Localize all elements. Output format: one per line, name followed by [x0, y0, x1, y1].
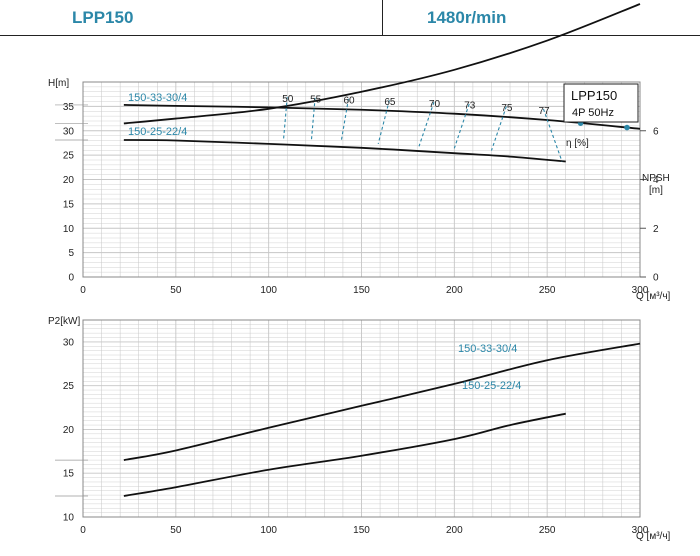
efficiency-label: 75: [501, 103, 513, 114]
header-speed-cell: 1480r/min: [382, 0, 700, 36]
efficiency-label: 50: [282, 94, 294, 105]
efficiency-label: 60: [344, 95, 356, 106]
power-x-tick-label: 0: [80, 525, 86, 536]
head-y-tick-label: 25: [63, 151, 75, 162]
head-y-tick-label: 0: [68, 273, 74, 284]
head-x-tick-label: 150: [353, 285, 370, 296]
power-curve-150-33-30/4: [123, 342, 641, 461]
head-x-axis-label: Q [м³/ч]: [636, 291, 671, 302]
header-speed: 1480r/min: [427, 8, 507, 27]
power-y-tick-label: 25: [63, 381, 75, 392]
npsh-tick-label: 6: [653, 126, 659, 137]
efficiency-line-77: [542, 108, 563, 162]
efficiency-line-60: [340, 98, 350, 143]
power-y-tick-label: 30: [63, 337, 75, 348]
head-y-tick-label: 5: [68, 248, 74, 259]
efficiency-line-55: [310, 97, 316, 141]
head-y-tick-label: 35: [63, 102, 75, 113]
efficiency-label: 55: [310, 95, 322, 106]
header-model: LPP150: [72, 8, 134, 27]
power-x-tick-label: 50: [170, 525, 182, 536]
power-plot-frame: [82, 319, 641, 518]
head-y-tick-label: 10: [63, 224, 75, 235]
npsh-axis-unit: [m]: [649, 185, 663, 196]
head-y-tick-label: 20: [63, 175, 75, 186]
power-curve-150-25-22/4: [123, 412, 566, 497]
power-x-tick-label: 150: [353, 525, 370, 536]
head-curve-label: 150-25-22/4: [128, 126, 187, 138]
power-y-axis-label: P2[kW]: [48, 316, 80, 327]
head-y-tick-label: 15: [63, 199, 75, 210]
head-x-tick-label: 200: [446, 285, 463, 296]
efficiency-label: 70: [429, 99, 441, 110]
npsh-tick-label: 4: [653, 175, 659, 186]
head-x-tick-label: 250: [539, 285, 556, 296]
efficiency-line-65: [377, 100, 390, 145]
power-y-tick-label: 20: [63, 425, 75, 436]
npsh-tick-label: 2: [653, 224, 659, 235]
head-x-tick-label: 0: [80, 285, 86, 296]
head-curve-label: 150-33-30/4: [128, 92, 187, 104]
power-curve-label: 150-33-30/4: [458, 343, 517, 355]
efficiency-line-50: [282, 97, 288, 140]
header-bar: LPP150 1480r/min: [0, 0, 700, 36]
npsh-tick-label: 0: [653, 273, 659, 284]
head-x-tick-label: 300: [632, 285, 649, 296]
efficiency-label: 77: [538, 106, 550, 117]
power-y-tick-label: 10: [63, 513, 75, 524]
power-x-axis-label: Q [м³/ч]: [636, 531, 671, 542]
power-curve-label: 150-25-22/4: [462, 380, 521, 392]
head-x-tick-label: 100: [260, 285, 277, 296]
efficiency-line-75: [490, 106, 507, 151]
power-x-tick-label: 100: [260, 525, 277, 536]
header-model-cell: LPP150: [0, 0, 382, 36]
head-x-tick-label: 50: [170, 285, 182, 296]
efficiency-line-70: [418, 101, 435, 147]
power-x-tick-label: 250: [539, 525, 556, 536]
npsh-axis-label: NPSH: [642, 173, 670, 184]
efficiency-axis-label: η [%]: [566, 138, 589, 149]
efficiency-label: 73: [464, 101, 476, 112]
efficiency-point-82: [624, 124, 630, 131]
power-x-tick-label: 200: [446, 525, 463, 536]
chart-subtitle: 4P 50Hz: [572, 107, 614, 119]
head-y-tick-label: 30: [63, 126, 75, 137]
efficiency-label: 65: [384, 97, 396, 108]
head-curve-150-25-22/4: [123, 139, 566, 163]
head-y-axis-label: H[m]: [48, 78, 69, 89]
efficiency-line-73: [453, 103, 470, 149]
chart-title-box: [563, 83, 639, 123]
chart-title: LPP150: [571, 88, 617, 103]
npsh-curve: [123, 3, 641, 125]
power-y-tick-label: 15: [63, 469, 75, 480]
power-x-tick-label: 300: [632, 525, 649, 536]
